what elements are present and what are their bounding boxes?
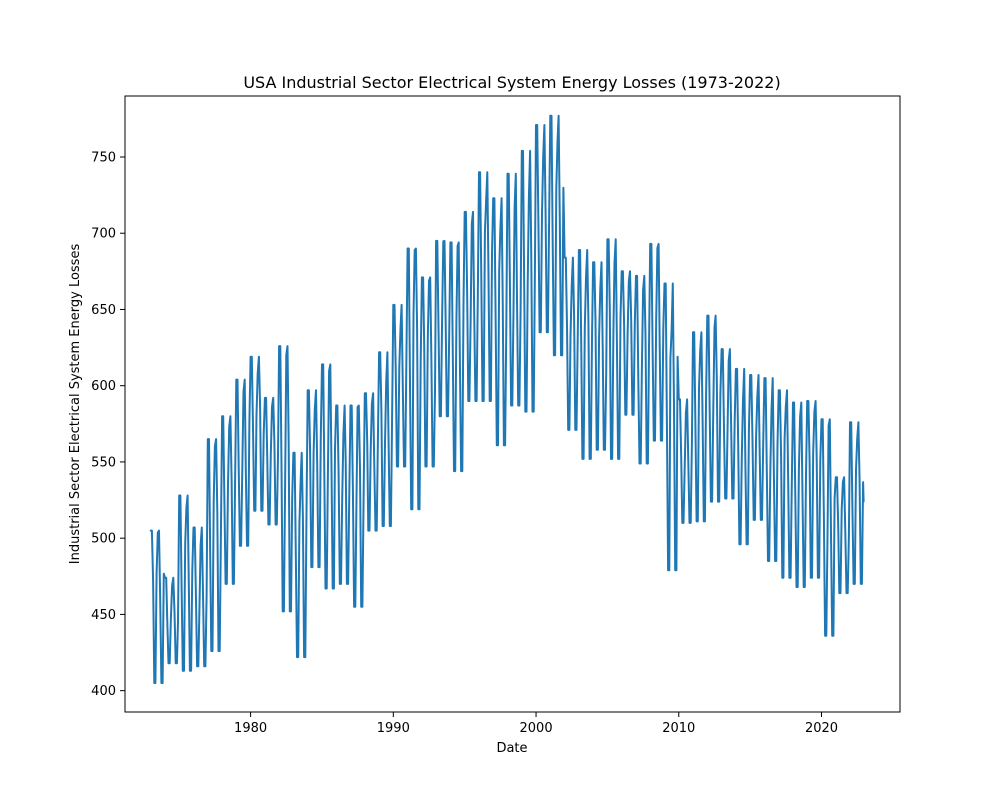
y-tick-label: 500 <box>91 532 116 547</box>
axis-ticks: 1980 1990 2000 2010 2020 400 450 500 550 600 650 70… <box>91 150 838 736</box>
y-tick-label: 700 <box>91 227 116 242</box>
series-line <box>149 114 865 684</box>
y-tick-label: 650 <box>91 303 116 318</box>
y-tick-label: 450 <box>91 608 116 623</box>
y-axis-label: Industrial Sector Electrical System Ener… <box>68 244 83 565</box>
y-tick-label: 600 <box>91 379 116 394</box>
x-tick-label: 2000 <box>520 721 553 736</box>
chart-title: USA Industrial Sector Electrical System … <box>243 73 780 92</box>
x-tick-label: 2020 <box>805 721 838 736</box>
x-axis-label: Date <box>496 741 527 756</box>
axes-frame <box>124 95 901 713</box>
x-tick-label: 1990 <box>377 721 410 736</box>
x-tick-label: 1980 <box>234 721 267 736</box>
y-tick-label: 550 <box>91 455 116 470</box>
y-tick-label: 400 <box>91 684 116 699</box>
x-tick-label: 2010 <box>662 721 695 736</box>
y-tick-label: 750 <box>91 150 116 165</box>
plot-area <box>149 114 865 684</box>
